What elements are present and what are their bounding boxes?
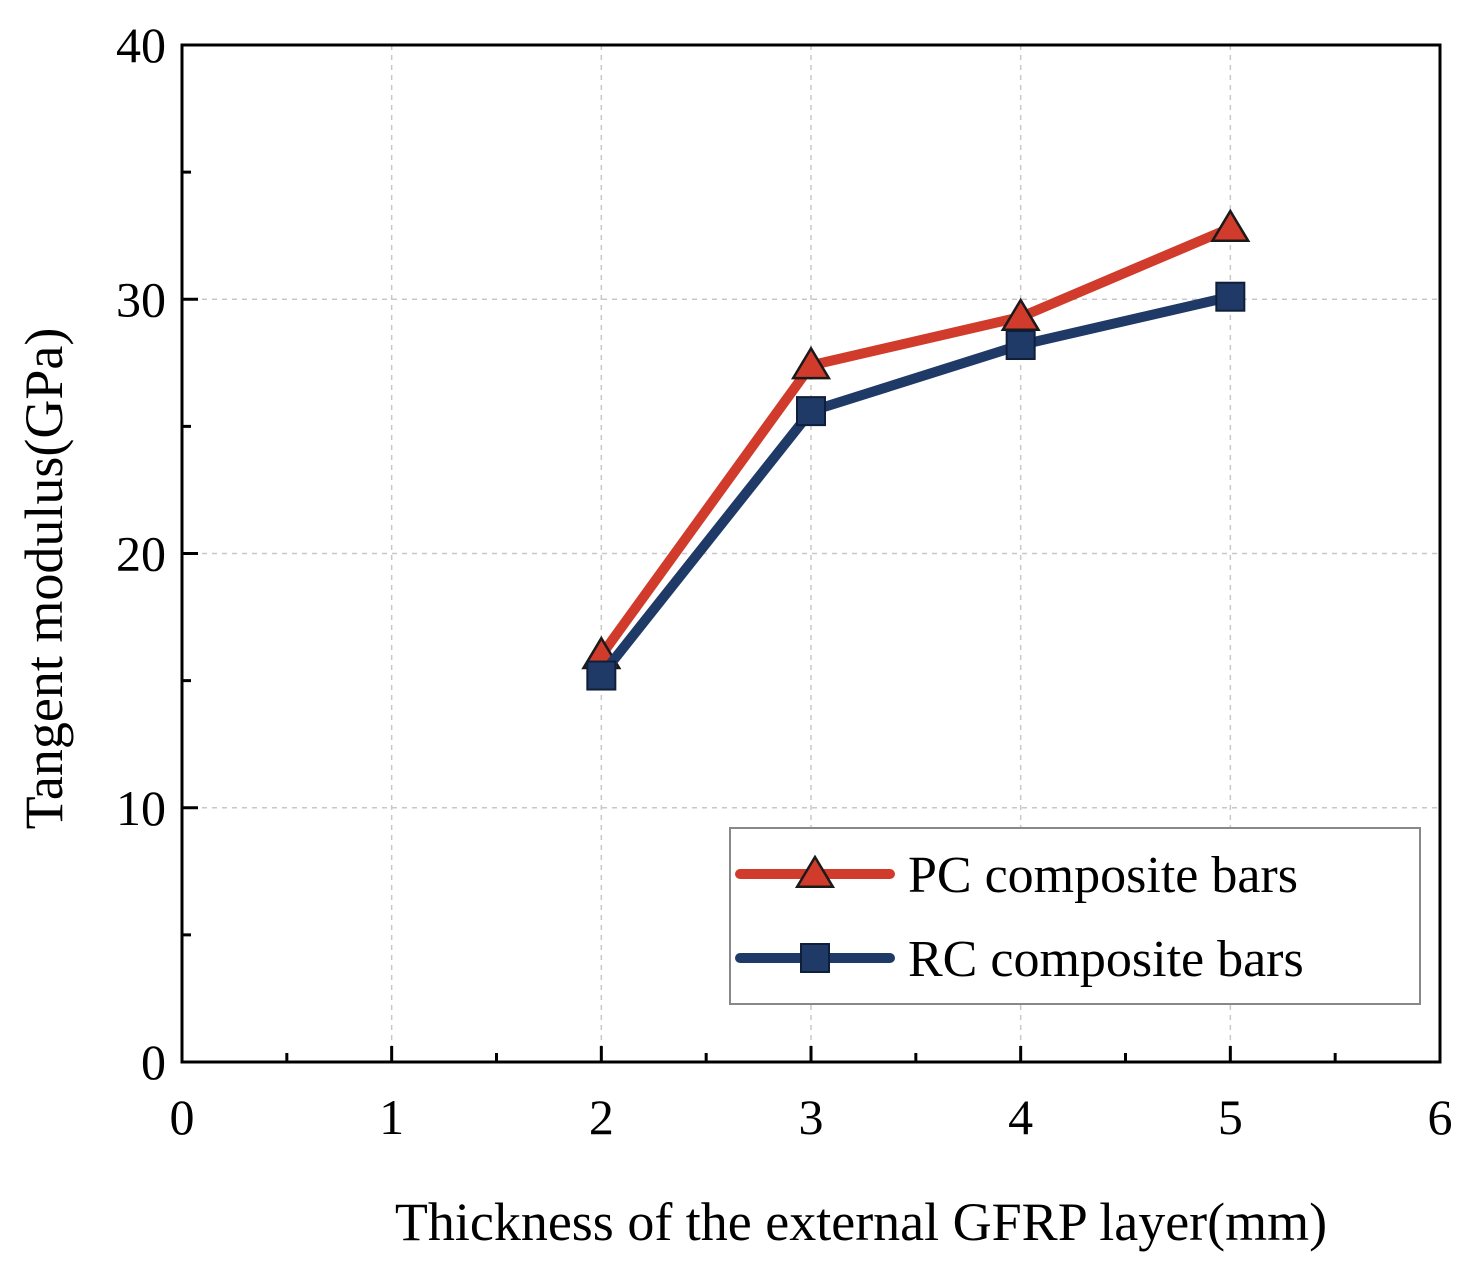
x-tick-label: 1 <box>379 1089 404 1145</box>
legend-label: PC composite bars <box>908 847 1298 904</box>
data-point-square <box>586 660 617 691</box>
data-point-square <box>796 396 826 427</box>
series-line <box>596 223 1236 661</box>
x-tick-label: 0 <box>170 1089 195 1145</box>
series-line <box>596 291 1236 681</box>
legend-item: PC composite bars <box>735 847 1298 904</box>
y-tick-label: 40 <box>116 17 166 73</box>
x-tick-label: 5 <box>1218 1089 1243 1145</box>
data-point-square <box>1005 330 1036 361</box>
data-point-triangle <box>1210 208 1251 243</box>
data-point-triangle <box>794 854 836 888</box>
legend: PC composite bars RC composite bars <box>729 827 1421 1005</box>
series-layer <box>581 208 1251 691</box>
y-tick-label: 0 <box>141 1034 166 1090</box>
x-tick-label: 2 <box>589 1089 614 1145</box>
series-rc <box>586 281 1246 691</box>
y-tick-label: 30 <box>116 271 166 327</box>
data-point-square <box>1215 281 1246 312</box>
data-point-triangle <box>790 345 832 380</box>
y-axis-title: Tangent modulus(GPa) <box>14 328 74 830</box>
data-point-triangle <box>1000 297 1041 332</box>
legend-label: RC composite bars <box>908 931 1304 988</box>
y-tick-label: 10 <box>116 780 166 836</box>
x-axis-title: Thickness of the external GFRP layer(mm) <box>395 1192 1327 1252</box>
y-tick-labels: 0 10 20 30 40 <box>116 17 166 1090</box>
x-tick-label: 4 <box>1008 1089 1033 1145</box>
data-point-square <box>800 943 830 973</box>
x-tick-label: 6 <box>1428 1089 1453 1145</box>
x-tick-label: 3 <box>799 1089 824 1145</box>
legend-box <box>729 827 1421 1005</box>
y-tick-label: 20 <box>116 526 166 582</box>
plot-frame <box>180 43 1442 1064</box>
legend-item: RC composite bars <box>735 931 1304 988</box>
x-tick-labels: 0 1 2 3 4 5 6 <box>170 1089 1453 1145</box>
series-pc <box>581 208 1251 670</box>
